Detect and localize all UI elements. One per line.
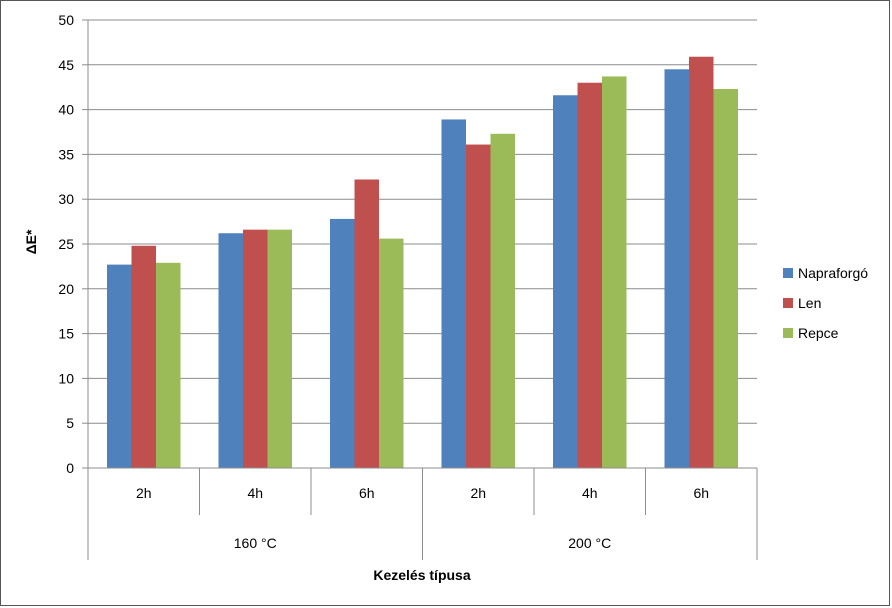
bars [107,56,738,469]
gridlines [82,19,757,469]
x-tick-labels: 2h 4h 6h 2h 4h 6h 160 °C 200 °C [136,485,709,551]
bar [354,179,379,468]
y-axis-title: ΔE* [23,229,39,254]
y-tick-labels: 0 5 10 15 20 25 30 35 40 45 50 [58,12,74,476]
legend: Napraforgó Len Repce [783,265,868,341]
legend-swatch [783,298,793,308]
bar [490,133,515,469]
y-tick-label: 40 [58,102,74,118]
bar [713,88,738,468]
bar [243,229,268,468]
y-tick-label: 10 [58,370,74,386]
bar [689,56,714,469]
bar [131,245,156,468]
y-tick-label: 45 [58,57,74,73]
legend-label: Napraforgó [798,265,868,281]
bar [379,238,404,468]
bar [218,233,243,468]
x-tick-label: 6h [693,485,709,501]
y-tick-label: 30 [58,191,74,207]
legend-swatch [783,268,793,278]
x-tick-label: 4h [247,485,263,501]
y-tick-label: 0 [66,460,74,476]
bar [156,262,181,468]
bar [664,69,689,468]
x-tick-label: 2h [136,485,152,501]
y-tick-label: 50 [58,12,74,28]
x-tick-label: 2h [470,485,486,501]
bar [553,95,578,468]
x-group-label: 200 °C [568,535,611,551]
x-group-label: 160 °C [234,535,277,551]
y-tick-label: 35 [58,146,74,162]
bar [267,229,292,468]
legend-label: Repce [798,325,839,341]
bar [441,119,466,469]
y-tick-label: 20 [58,281,74,297]
bar [602,76,627,468]
bar [577,82,602,468]
x-tick-label: 6h [359,485,375,501]
x-tick-label: 4h [582,485,598,501]
y-tick-label: 25 [58,236,74,252]
legend-swatch [783,328,793,338]
bar [466,144,491,468]
x-axis-title: Kezelés típusa [373,567,470,583]
axes [87,20,758,560]
bar [330,218,355,468]
bar [107,264,132,468]
legend-label: Len [798,295,821,311]
y-tick-label: 15 [58,326,74,342]
y-tick-label: 5 [66,415,74,431]
